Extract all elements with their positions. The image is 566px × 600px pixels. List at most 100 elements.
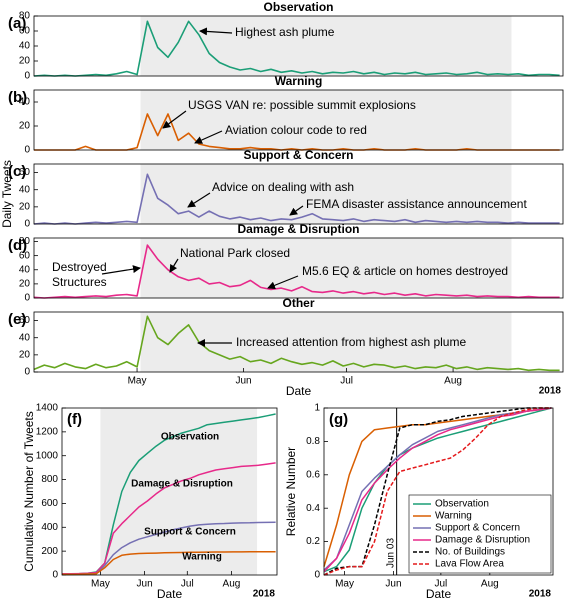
- legend-label: Warning: [435, 511, 472, 522]
- y-tick-label: 80: [19, 236, 31, 247]
- y-tick-label: 0.4: [306, 503, 320, 514]
- y-tick-label: 800: [41, 474, 58, 485]
- annotation-arrow: [162, 110, 187, 129]
- y-tick-label: 0.6: [306, 469, 320, 480]
- y-tick-label: 20: [19, 121, 31, 132]
- panel-title: Support & Concern: [244, 148, 354, 162]
- annotation-arrow: [187, 192, 211, 208]
- annotation: FEMA disaster assistance announcement: [306, 197, 527, 211]
- y-tick-label: 0: [24, 367, 30, 378]
- y-tick-label: 60: [19, 315, 31, 326]
- data-line: [33, 173, 560, 225]
- annotation: Destroyed: [52, 260, 107, 274]
- annotation: Aviation colour code to red: [225, 123, 367, 137]
- y-tick-label: 40: [19, 264, 31, 275]
- y-tick-label: 20: [19, 279, 31, 290]
- panel-label: (b): [8, 89, 27, 106]
- y-tick-label: 40: [19, 184, 31, 195]
- shaded-period: [140, 16, 512, 76]
- x-tick-label: May: [128, 376, 147, 387]
- y-tick-label: 60: [19, 250, 31, 261]
- plot-frame: [33, 311, 564, 373]
- x-tick-label: May: [335, 579, 354, 590]
- annotation-arrow: [289, 205, 304, 216]
- y-tick-label: 400: [41, 522, 58, 533]
- data-line: [323, 407, 552, 576]
- x-tick-label: Aug: [481, 579, 499, 590]
- x-tick-label: May: [91, 579, 110, 590]
- y-tick-label: 40: [19, 97, 31, 108]
- data-line: [323, 407, 552, 573]
- legend-label: No. of Buildings: [435, 547, 505, 558]
- panel-title: Warning: [275, 74, 323, 88]
- data-line: [62, 462, 276, 575]
- annotation-arrow: [267, 275, 299, 290]
- plot-frame: [33, 89, 564, 151]
- x-axis-label: Date: [426, 587, 452, 600]
- line-label: Observation: [161, 432, 219, 443]
- y-tick-label: 600: [41, 498, 58, 509]
- shaded-period: [140, 238, 512, 298]
- line-label: Damage & Disruption: [131, 479, 233, 490]
- x-tick-label: Jun: [385, 579, 401, 590]
- y-tick-label: 60: [19, 26, 31, 37]
- y-tick-label: 0: [314, 570, 320, 581]
- annotation-arrow: [101, 265, 141, 275]
- y-tick-label: 200: [41, 546, 58, 557]
- y-tick-label: 0: [24, 293, 30, 304]
- legend-box: [408, 494, 552, 574]
- annotation-arrow: [194, 130, 223, 144]
- x-tick-label: Jun: [137, 579, 153, 590]
- shaded-period: [100, 408, 258, 575]
- x-tick-label: Jun: [235, 376, 251, 387]
- y-tick-label: 0: [52, 570, 58, 581]
- y-tick-label: 80: [19, 11, 31, 22]
- data-line: [33, 315, 560, 372]
- y-tick-label: 1000: [36, 450, 59, 461]
- y-tick-label: 60: [19, 167, 31, 178]
- panel-label: (e): [8, 311, 26, 328]
- plot-frame: [33, 163, 564, 225]
- plot-frame: [61, 407, 278, 576]
- annotation: Advice on dealing with ash: [212, 180, 354, 194]
- annotation: USGS VAN re: possible summit explosions: [188, 98, 416, 112]
- x-axis-label: Date: [157, 587, 183, 600]
- plot-frame: [323, 407, 554, 576]
- y-axis-label: Daily Tweets: [0, 160, 14, 228]
- annotation-arrow: [169, 258, 179, 273]
- annotation: National Park closed: [180, 246, 290, 260]
- x-tick-label: Aug: [444, 376, 462, 387]
- y-tick-label: 0: [24, 219, 30, 230]
- y-tick-label: 40: [19, 41, 31, 52]
- year-label: 2018: [529, 589, 552, 600]
- panel-label: (g): [329, 411, 348, 428]
- y-tick-label: 0: [24, 145, 30, 156]
- y-tick-label: 20: [19, 349, 31, 360]
- y-tick-label: 20: [19, 201, 31, 212]
- panel-label: (c): [8, 163, 26, 180]
- panel-label: (f): [67, 411, 82, 428]
- x-axis-label: Date: [286, 384, 312, 398]
- panel-label: (d): [8, 237, 27, 254]
- data-line: [33, 244, 560, 299]
- plot-frame: [33, 15, 564, 77]
- data-line: [33, 20, 560, 77]
- legend-label: Observation: [435, 499, 489, 510]
- annotation: Structures: [52, 275, 107, 289]
- y-axis-label: Relative Number: [284, 447, 298, 536]
- data-line: [323, 407, 552, 573]
- x-tick-label: Aug: [223, 579, 241, 590]
- panel-title: Observation: [263, 0, 333, 14]
- y-axis-label: Cumulative Number of Tweets: [22, 411, 36, 572]
- x-tick-label: Jul: [340, 376, 353, 387]
- annotation-arrow: [199, 27, 233, 36]
- y-tick-label: 0: [24, 71, 30, 82]
- y-tick-label: 0.8: [306, 436, 320, 447]
- y-tick-label: 20: [19, 56, 31, 67]
- reference-label: Jun 03: [385, 538, 396, 568]
- legend-label: Damage & Disruption: [435, 535, 530, 546]
- legend-label: Lava Flow Area: [435, 559, 504, 570]
- x-tick-label: Jul: [181, 579, 194, 590]
- line-label: Warning: [182, 552, 222, 563]
